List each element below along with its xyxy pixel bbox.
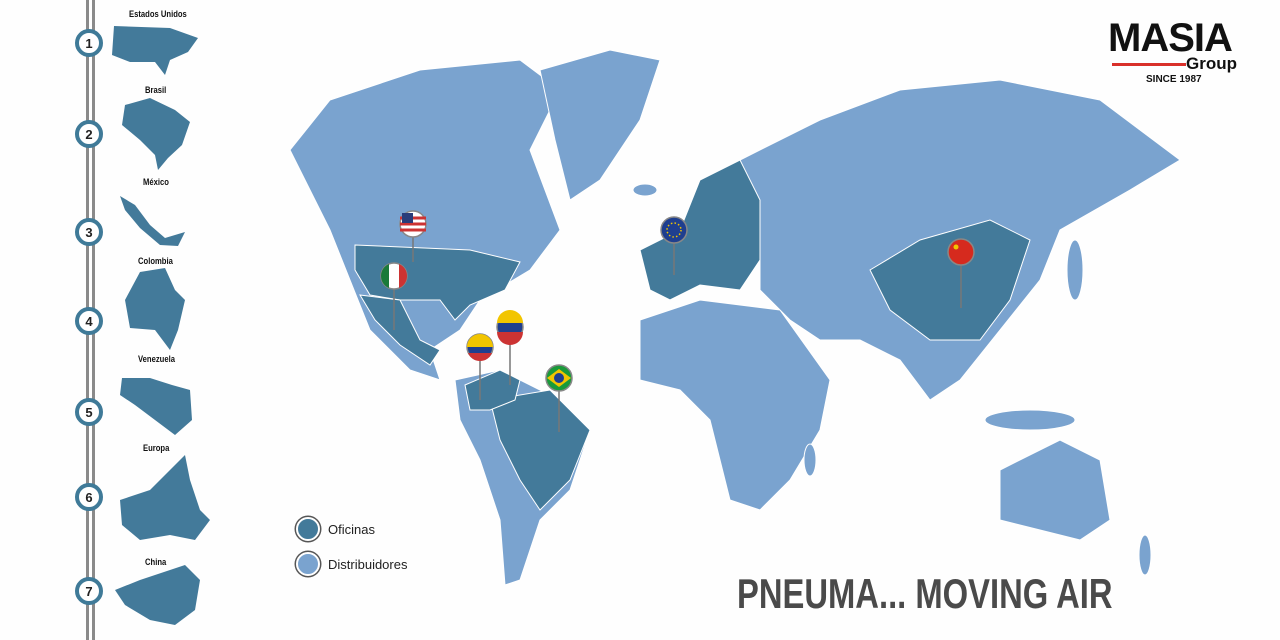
madagascar bbox=[803, 443, 817, 477]
legend-distributors: Distribuidores bbox=[296, 552, 407, 576]
thumb-venezuela bbox=[120, 378, 192, 435]
new-zealand bbox=[1138, 534, 1152, 576]
label-venezuela: Venezuela bbox=[138, 354, 176, 364]
logo-sub: Group bbox=[1186, 54, 1237, 73]
step-6: 6 bbox=[75, 483, 103, 511]
colombia-venezuela bbox=[464, 369, 521, 411]
step-2: 2 bbox=[75, 120, 103, 148]
thumb-colombia bbox=[125, 268, 185, 350]
flag-colombia-pin bbox=[466, 333, 494, 362]
mexico bbox=[359, 294, 441, 366]
step-1: 1 bbox=[75, 29, 103, 57]
thumb-europe bbox=[120, 455, 210, 540]
thumb-china bbox=[115, 565, 200, 625]
thumb-usa bbox=[112, 26, 198, 75]
label-europa: Europa bbox=[143, 443, 170, 453]
legend-label: Oficinas bbox=[328, 521, 375, 537]
label-china: China bbox=[145, 557, 167, 567]
australia bbox=[999, 439, 1111, 541]
indonesia bbox=[984, 409, 1076, 431]
flag-brazil-pin bbox=[545, 364, 573, 392]
thumb-brazil bbox=[122, 98, 190, 170]
flag-usa-pin bbox=[399, 210, 427, 238]
label-mexico: México bbox=[143, 177, 169, 187]
slogan: PNEUMA... MOVING AIR bbox=[737, 570, 1113, 617]
logo-name: MASIA bbox=[1108, 16, 1233, 60]
legend-label: Distribuidores bbox=[328, 556, 408, 572]
step-4: 4 bbox=[75, 307, 103, 335]
label-usa: Estados Unidos bbox=[129, 9, 187, 19]
offices-swatch bbox=[296, 517, 320, 541]
flag-china-pin bbox=[947, 238, 975, 266]
flag-eu-pin bbox=[660, 216, 688, 244]
step-3: 3 bbox=[75, 218, 103, 246]
label-brasil: Brasil bbox=[145, 85, 167, 95]
africa bbox=[639, 299, 831, 511]
distributors-swatch bbox=[296, 552, 320, 576]
logo-red-bar bbox=[1112, 63, 1186, 66]
label-colombia: Colombia bbox=[138, 256, 173, 266]
europe bbox=[639, 159, 761, 301]
iceland bbox=[632, 183, 658, 197]
japan bbox=[1066, 239, 1084, 301]
flag-venezuela-pin bbox=[496, 310, 524, 345]
china bbox=[869, 219, 1031, 341]
timeline-thumbnails bbox=[112, 26, 210, 625]
thumb-mexico bbox=[120, 196, 185, 246]
step-7: 7 bbox=[75, 577, 103, 605]
masia-group-logo: MASIA Group SINCE 1987 bbox=[1108, 16, 1248, 85]
step-5: 5 bbox=[75, 398, 103, 426]
flag-mexico-pin bbox=[380, 262, 408, 290]
logo-since: SINCE 1987 bbox=[1146, 74, 1202, 85]
brazil bbox=[489, 389, 591, 511]
greenland bbox=[539, 49, 661, 201]
legend-offices: Oficinas bbox=[296, 517, 375, 541]
